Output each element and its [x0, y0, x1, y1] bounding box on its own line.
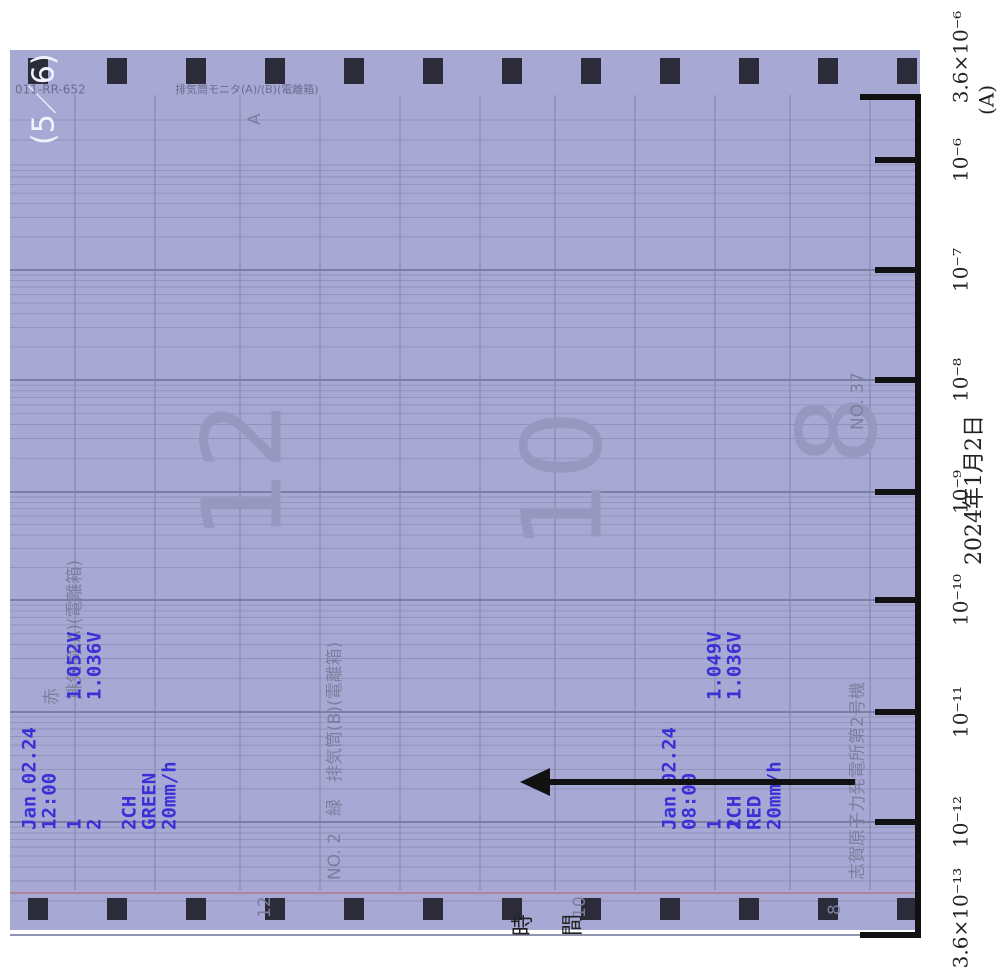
sprocket-hole — [818, 58, 838, 84]
label: 10 — [498, 410, 626, 550]
label: NO. 37 — [848, 372, 868, 430]
sprocket-hole — [186, 58, 206, 84]
sprocket-hole — [423, 58, 443, 84]
scale-unit: (A) — [975, 85, 999, 115]
scale-label: 10⁻⁷ — [949, 248, 973, 292]
label: 赤 — [42, 688, 62, 705]
scale-label: 10⁻¹¹ — [949, 686, 973, 738]
scale-label: 3.6×10⁻⁶ — [949, 11, 973, 104]
label: A — [245, 113, 265, 125]
screenshot: (5／6)011-RR-652排気筒モニタ(A)/(B)(電離箱)A排気筒(A)… — [0, 0, 1000, 975]
label: 1.052V — [64, 631, 86, 700]
sprocket-hole — [897, 898, 917, 920]
label: 1.036V — [84, 631, 106, 700]
label: 2 — [84, 819, 106, 830]
scale-label: 10⁻¹² — [949, 796, 973, 848]
label: 1.036V — [724, 631, 746, 700]
label: 12:00 — [39, 773, 61, 830]
sprocket-hole — [660, 898, 680, 920]
date: 2024年1月2日 — [962, 415, 987, 565]
label: NO. 2 緑 排気筒(B)(電離箱) — [325, 642, 345, 880]
sprocket-hole — [502, 58, 522, 84]
label: 1CH — [724, 796, 746, 830]
sprocket-hole — [186, 898, 206, 920]
sprocket-hole — [107, 898, 127, 920]
label: Jan.02.24 — [659, 727, 681, 830]
sprocket-hole — [739, 898, 759, 920]
scale-label: 3.6×10⁻¹³ — [949, 868, 973, 969]
label: 1 — [64, 819, 86, 830]
label: GREEN — [139, 773, 161, 830]
scale-label: 10⁻⁸ — [949, 358, 973, 402]
sprocket-hole — [660, 58, 680, 84]
sprocket-hole — [423, 898, 443, 920]
sprocket-hole — [581, 58, 601, 84]
sprocket-hole — [739, 58, 759, 84]
label: 8 — [773, 395, 901, 465]
header: 排気筒モニタ(A)/(B)(電離箱) — [175, 82, 319, 96]
label: 1.049V — [704, 631, 726, 700]
label: 8 — [825, 904, 845, 915]
label: Jan.02.24 — [19, 727, 41, 830]
sprocket-hole — [28, 898, 48, 920]
label: RED — [744, 796, 766, 830]
label: 1 — [704, 819, 726, 830]
code: 011-RR-652 — [15, 83, 86, 97]
label: (5／6) — [27, 53, 62, 145]
label: 12 — [178, 400, 306, 540]
label: 12 — [255, 896, 275, 918]
scale-label: 10⁻¹⁰ — [949, 574, 973, 626]
label: 20mm/h — [764, 761, 786, 830]
sprocket-hole — [344, 58, 364, 84]
label: 20mm/h — [159, 761, 181, 830]
sprocket-hole — [344, 898, 364, 920]
sprocket-hole — [107, 58, 127, 84]
sprocket-hole — [897, 58, 917, 84]
sprocket-hole — [265, 58, 285, 84]
label: 2CH — [119, 796, 141, 830]
scale-label: 10⁻⁶ — [949, 138, 973, 182]
